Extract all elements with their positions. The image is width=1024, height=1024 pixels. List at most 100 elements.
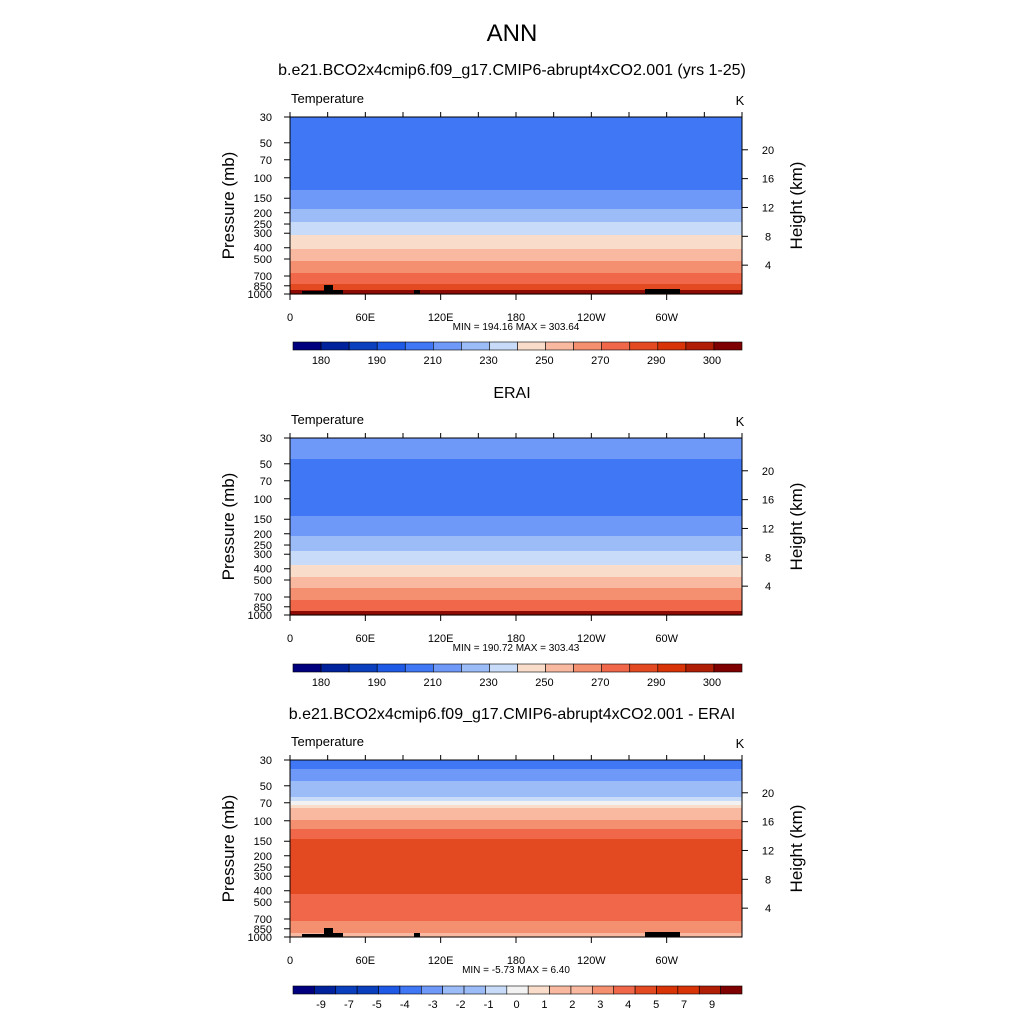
x-tick-label: 120W [577, 312, 606, 324]
contour-band [290, 808, 742, 821]
colorbar-box [348, 663, 378, 673]
colorbar: -9 -7 -5 -4 -3 -2 -1 0 1 2 3 4 5 7 9 [292, 985, 743, 1011]
panel-3-title: b.e21.BCO2x4cmip6.f09_g17.CMIP6-abrupt4x… [288, 706, 736, 723]
contour-band [290, 273, 742, 285]
x-tick-label: 60E [356, 955, 376, 967]
x-tick-label: 120E [428, 955, 454, 967]
x-tick-label: 180 [507, 312, 525, 324]
colorbar-box [376, 341, 406, 351]
colorbar-label: 7 [681, 999, 687, 1011]
y2-tick-label: 4 [765, 260, 771, 272]
y-tick-label: 150 [254, 193, 272, 205]
variable-label: Temperature [291, 734, 364, 749]
min-max-label: MIN = 190.72 MAX = 303.43 [453, 643, 580, 654]
colorbar-box [320, 663, 350, 673]
contour-band [290, 565, 742, 578]
colorbar-label: 9 [709, 999, 715, 1011]
colorbar-box [549, 985, 572, 995]
colorbar-box [320, 341, 350, 351]
colorbar-label: 180 [312, 677, 330, 689]
y2-tick-label: 20 [762, 145, 774, 157]
colorbar-box [433, 341, 462, 351]
colorbar-box [404, 341, 434, 351]
colorbar-box [376, 663, 406, 673]
colorbar-label: 4 [625, 999, 631, 1011]
y-tick-label: 70 [260, 476, 272, 488]
y-axis-label: Pressure (mb) [219, 795, 238, 903]
colorbar-label: -9 [316, 999, 326, 1011]
x-tick-label: 180 [507, 955, 525, 967]
surface-layer [290, 933, 742, 937]
colorbar-box [592, 985, 615, 995]
y-tick-label: 250 [254, 862, 272, 874]
contour-band [290, 805, 742, 809]
colorbar-label: 3 [597, 999, 603, 1011]
y-tick-label: 150 [254, 514, 272, 526]
colorbar-box [348, 341, 378, 351]
colorbar-box [657, 663, 687, 673]
colorbar-label: 250 [535, 355, 553, 367]
y2-tick-label: 8 [765, 552, 771, 564]
contour-band [290, 261, 742, 274]
y-tick-label: 700 [254, 914, 272, 926]
colorbar-box [461, 341, 490, 351]
y2-tick-label: 20 [762, 788, 774, 800]
colorbar-box [517, 341, 546, 351]
y-tick-label: 400 [254, 564, 272, 576]
colorbar-box [601, 341, 631, 351]
y-tick-label: 500 [254, 575, 272, 587]
colorbar-box [506, 985, 529, 995]
contour-band [290, 588, 742, 601]
x-tick-label: 60E [356, 312, 376, 324]
colorbar-label: 0 [513, 999, 519, 1011]
y-tick-label: 30 [260, 433, 272, 445]
y-tick-label: 70 [260, 798, 272, 810]
colorbar-label: -1 [484, 999, 494, 1011]
colorbar-label: -5 [372, 999, 382, 1011]
y2-axis-label: Height (km) [787, 162, 806, 250]
contour-band [290, 921, 742, 934]
x-tick-label: 120E [428, 633, 454, 645]
figure-title: ANN [486, 20, 538, 47]
surface-layer [290, 290, 742, 294]
y-tick-label: 700 [254, 592, 272, 604]
colorbar-box [314, 985, 337, 995]
contour-fill [290, 438, 742, 616]
x-tick-label: 60W [655, 633, 678, 645]
colorbar-box [573, 341, 602, 351]
contour-band [290, 209, 742, 223]
colorbar-box [489, 341, 518, 351]
colorbar-box [442, 985, 465, 995]
y-tick-label: 300 [254, 228, 272, 240]
colorbar-box [461, 663, 490, 673]
x-tick-label: 0 [287, 955, 293, 967]
colorbar-box [292, 341, 322, 351]
panel-2-title: ERAI [493, 385, 531, 402]
panel-3: 0 60E 120E 180 120W 60W3050701001502002503004… [219, 734, 806, 1011]
colorbar-box [378, 985, 401, 995]
colorbar-box [656, 985, 679, 995]
colorbar-box [463, 985, 486, 995]
min-max-label: MIN = -5.73 MAX = 6.40 [462, 965, 570, 976]
colorbar-box [685, 341, 715, 351]
contour-band [290, 516, 742, 537]
y2-tick-label: 20 [762, 466, 774, 478]
colorbar-label: -4 [400, 999, 410, 1011]
units-label: K [736, 93, 745, 108]
colorbar-label: 210 [424, 677, 442, 689]
x-tick-label: 60W [655, 955, 678, 967]
colorbar-label: -2 [456, 999, 466, 1011]
terrain-block [324, 285, 333, 294]
terrain-block [414, 290, 420, 294]
colorbar-label: 210 [424, 355, 442, 367]
terrain-block [645, 932, 680, 937]
contour-band [290, 249, 742, 262]
y-tick-label: 850 [254, 281, 272, 293]
colorbar-box [433, 663, 462, 673]
y-tick-label: 1000 [248, 610, 272, 622]
min-max-label: MIN = 194.16 MAX = 303.64 [453, 322, 580, 333]
contour-band [290, 829, 742, 840]
y-axis-label: Pressure (mb) [219, 152, 238, 260]
colorbar-box [292, 985, 315, 995]
terrain-block [333, 290, 343, 294]
